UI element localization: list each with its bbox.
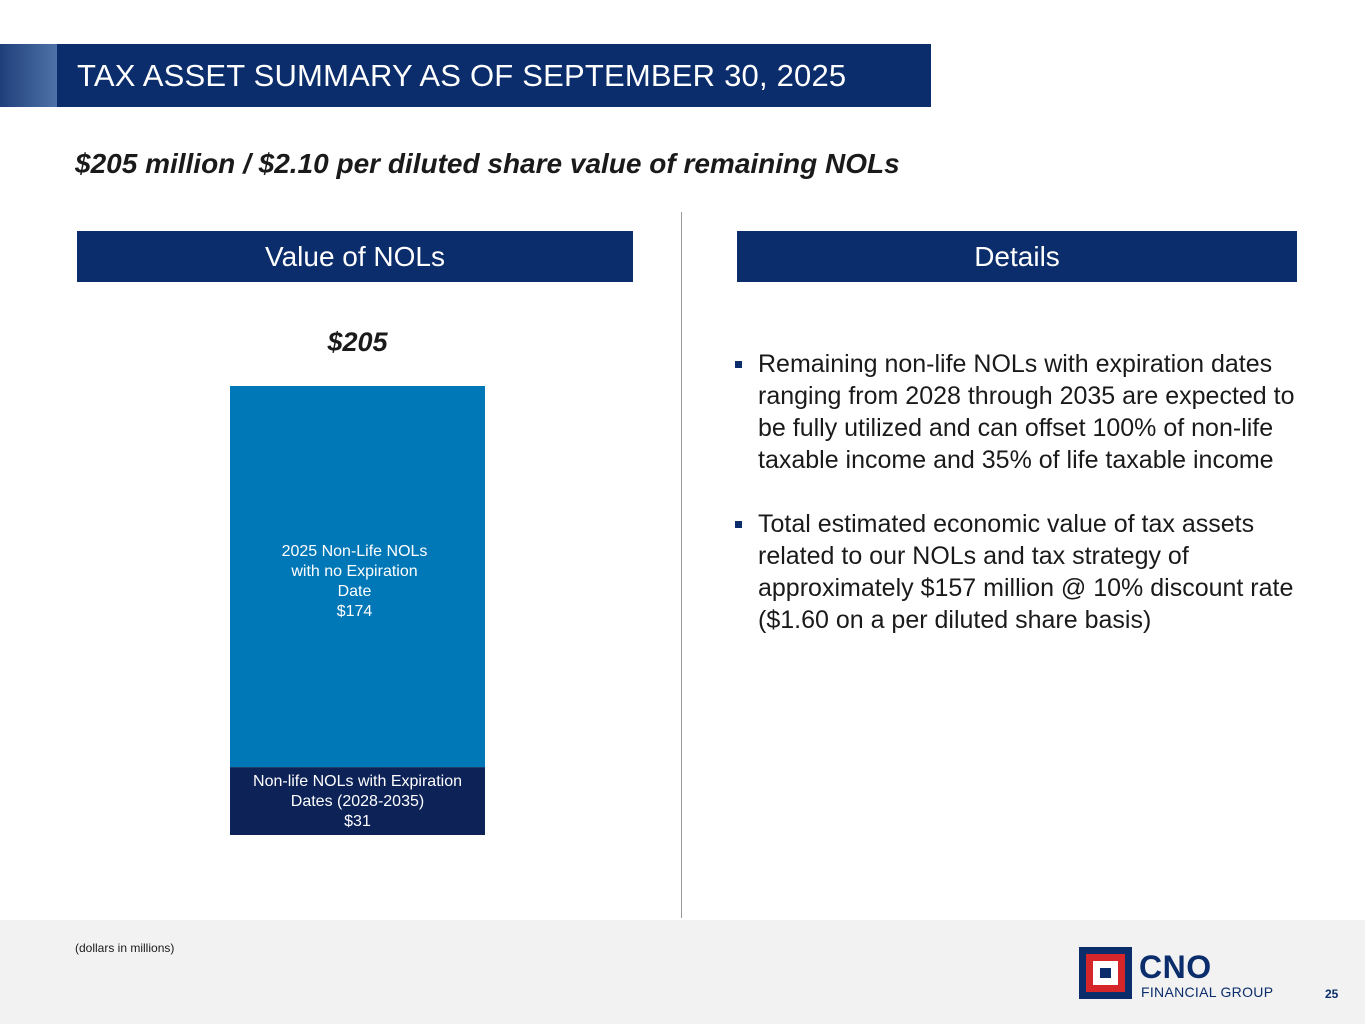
- segment-label-line: Dates (2028-2035): [291, 793, 424, 810]
- details-header: Details: [737, 231, 1297, 282]
- details-bullet-list: Remaining non-life NOLs with expiration …: [735, 348, 1315, 668]
- logo-name: CNO: [1139, 949, 1212, 985]
- details-bullet-text: Remaining non-life NOLs with expiration …: [758, 350, 1295, 474]
- segment-no-expiration-nols: [230, 386, 485, 768]
- segment-label-line: 2025 Non-Life NOLs: [282, 543, 428, 560]
- column-divider: [681, 212, 682, 918]
- segment-label-line: $174: [337, 603, 373, 620]
- segment-label-line: Non-life NOLs with Expiration: [253, 773, 462, 790]
- nol-stacked-bar-chart: $205 Non-life NOLs with Expiration Dates …: [230, 327, 485, 835]
- slide-title-text: TAX ASSET SUMMARY AS OF SEPTEMBER 30, 20…: [77, 57, 847, 93]
- bullet-square-icon: [735, 521, 742, 528]
- footer-band: [0, 920, 1365, 1024]
- segment-expiring-nols: [230, 767, 485, 835]
- details-bullet-item: Total estimated economic value of tax as…: [735, 508, 1315, 636]
- logo-subtitle: FINANCIAL GROUP: [1141, 984, 1274, 1000]
- value-of-nols-header: Value of NOLs: [77, 231, 633, 282]
- segment-label-line: $31: [344, 813, 371, 830]
- bullet-square-icon: [735, 361, 742, 368]
- details-bullet-item: Remaining non-life NOLs with expiration …: [735, 348, 1315, 476]
- page-number: 25: [1325, 987, 1339, 1001]
- segment-expiring-nols-label: Non-life NOLs with Expiration Dates (2028…: [253, 773, 462, 830]
- title-accent-block: [0, 44, 57, 107]
- segment-label-line: with no Expiration: [290, 563, 417, 580]
- segment-label-line: Date: [338, 583, 372, 600]
- details-bullet-text: Total estimated economic value of tax as…: [758, 510, 1294, 634]
- chart-total-label: $205: [326, 327, 388, 357]
- slide-subtitle: $205 million / $2.10 per diluted share v…: [75, 148, 900, 179]
- details-header-text: Details: [974, 240, 1060, 272]
- value-of-nols-header-text: Value of NOLs: [264, 240, 446, 272]
- cno-logo-icon: [1079, 947, 1132, 999]
- segment-no-expiration-nols-label: 2025 Non-Life NOLs with no Expiration Date…: [282, 543, 428, 620]
- footnote: (dollars in millions): [75, 941, 175, 955]
- slide-title: TAX ASSET SUMMARY AS OF SEPTEMBER 30, 20…: [57, 44, 931, 107]
